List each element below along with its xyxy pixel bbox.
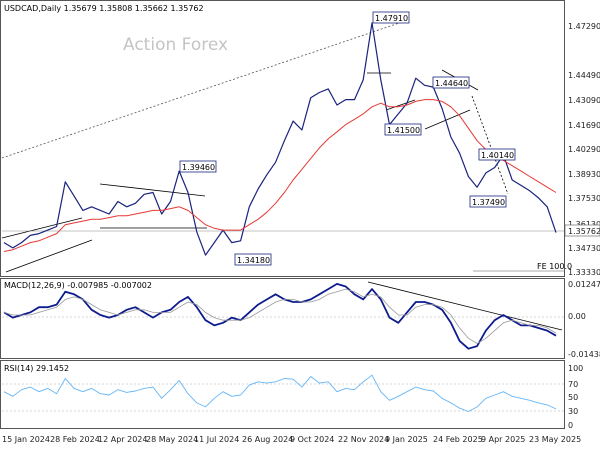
annotation-box (372, 11, 410, 24)
rsi-series-line (3, 374, 557, 412)
price-tick-label: 1.33330 (568, 268, 600, 277)
annotation-label: 1.39460 (182, 163, 215, 172)
annotation-label: 1.40140 (481, 151, 514, 160)
macd-series-line (3, 283, 557, 350)
x-tick-label: 28 May 2024 (146, 435, 198, 444)
price-tick-label: 1.38930 (568, 170, 600, 179)
macd-tick-label: 0.012472 (568, 280, 600, 289)
x-tick-label: 9 Apr 2025 (481, 435, 525, 444)
channel-line (1, 217, 83, 239)
moving-average-series-line (3, 99, 557, 252)
annotation-label: 1.47910 (375, 14, 408, 23)
rsi-y-axis: 100 70 50 30 0 (568, 364, 583, 430)
macd-y-axis: 0.012472 0.00 -0.014389 (568, 280, 600, 359)
annotation-label: 1.44640 (435, 79, 468, 88)
x-tick-label: 26 Aug 2024 (242, 435, 293, 444)
x-tick-label: 24 Feb 2025 (433, 435, 483, 444)
x-tick-label: 9 Jan 2025 (385, 435, 428, 444)
rsi-tick-label: 30 (568, 407, 578, 416)
macd-title: MACD(12,26,9) -0.007985 -0.007002 (4, 281, 152, 290)
annotation-box (234, 253, 272, 266)
current-price-label: 1.35762 (568, 227, 600, 236)
annotation-box (432, 76, 470, 89)
annotation-label: 1.41500 (387, 126, 420, 135)
x-tick-label: 12 Apr 2024 (98, 435, 147, 444)
price-tick-label: 1.41690 (568, 121, 600, 130)
macd-panel (0, 278, 565, 359)
triangle-line (99, 183, 206, 197)
price-tick-label: 1.40290 (568, 145, 600, 154)
wedge-line (424, 109, 471, 130)
dotted-projection (471, 95, 509, 195)
annotation-labels: 1.47910 1.39460 1.34180 1.41500 1.44640 … (179, 11, 516, 266)
price-tick-label: 1.43090 (568, 96, 600, 105)
price-panel (0, 0, 565, 277)
price-title: USDCAD,Daily 1.35679 1.35808 1.35662 1.3… (4, 4, 204, 13)
price-tick-label: 1.36130 (568, 220, 600, 229)
macd-tick-label: -0.014389 (568, 350, 600, 359)
flag-line (385, 99, 416, 111)
price-tick-label: 1.47290 (568, 22, 600, 31)
rsi-tick-label: 50 (568, 393, 578, 402)
price-tick-label: 1.34730 (568, 244, 600, 253)
watermark: Action Forex (123, 35, 228, 55)
channel-line (5, 239, 93, 273)
x-tick-label: 15 Jan 2024 (2, 435, 50, 444)
signal-series-line (3, 288, 557, 344)
annotation-box (478, 148, 516, 161)
price-tick-label: 1.44490 (568, 71, 600, 80)
current-price-tag (564, 224, 600, 237)
x-tick-label: 9 Oct 2024 (290, 435, 334, 444)
x-tick-label: 22 Nov 2024 (338, 435, 389, 444)
rsi-tick-label: 100 (568, 364, 583, 373)
macd-tick-label: 0.00 (568, 312, 586, 321)
x-tick-label: 11 Jul 2024 (194, 435, 239, 444)
rsi-title: RSI(14) 29.1452 (4, 364, 69, 373)
dotted-trendline (1, 19, 409, 159)
series-layer (3, 22, 557, 412)
rsi-panel (0, 360, 565, 429)
annotation-label: 1.34180 (237, 256, 270, 265)
x-tick-label: 23 May 2025 (529, 435, 581, 444)
trendlines (1, 19, 564, 273)
fib-expansion-label: FE 100.0 (537, 262, 572, 271)
x-axis: 15 Jan 2024 28 Feb 2024 12 Apr 2024 28 M… (2, 435, 581, 444)
rsi-tick-label: 0 (568, 421, 573, 430)
price-tick-label: 1.37530 (568, 194, 600, 203)
annotation-label: 1.37490 (472, 198, 505, 207)
annotation-box (179, 160, 217, 173)
annotation-box (384, 123, 422, 136)
price-y-axis: 1.47290 1.44490 1.43090 1.41690 1.40290 … (568, 22, 600, 277)
x-tick-label: 28 Feb 2024 (50, 435, 100, 444)
macd-trendline (367, 281, 563, 331)
rsi-tick-label: 70 (568, 380, 578, 389)
close-series-line (3, 22, 557, 256)
annotation-box (469, 195, 507, 208)
